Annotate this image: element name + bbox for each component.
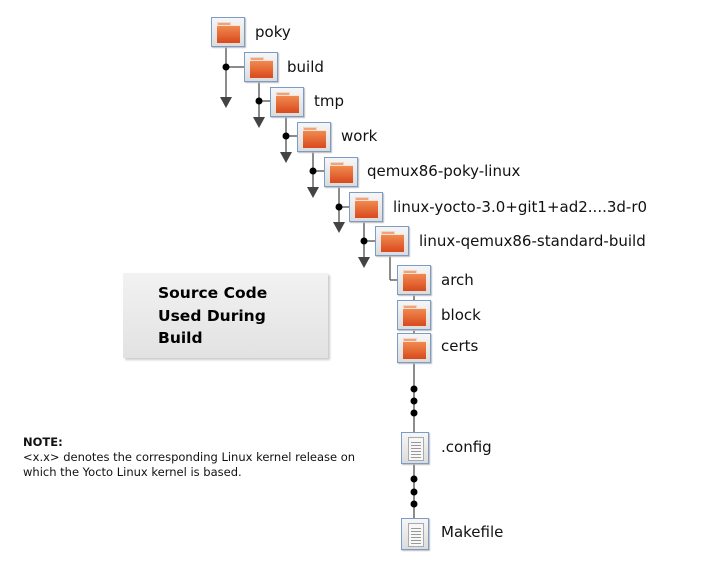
- connector-dot: [410, 397, 418, 405]
- connector-dot: [222, 63, 230, 71]
- folder-icon: [211, 17, 245, 47]
- arrow-down-icon: [333, 222, 345, 233]
- callout-line: Build: [158, 329, 203, 347]
- connector-dot: [360, 237, 368, 245]
- folder-label: arch: [441, 271, 474, 289]
- connector-dot: [410, 475, 418, 483]
- folder-label: work: [341, 127, 378, 145]
- source-code-callout: Source Code Used During Build: [123, 273, 328, 358]
- folder-label: build: [287, 58, 324, 76]
- callout-line: Used During: [158, 306, 266, 325]
- connector-dot: [410, 488, 418, 496]
- folder-label: qemux86-poky-linux: [367, 162, 521, 180]
- file-label: Makefile: [441, 523, 504, 541]
- folder-label: linux-yocto-3.0+git1+ad2....3d-r0: [393, 198, 648, 216]
- folder-label: block: [441, 306, 481, 324]
- folder-icon: [375, 226, 409, 256]
- folder-icon: [349, 192, 383, 222]
- arrow-down-icon: [280, 152, 292, 163]
- folder-label: certs: [441, 337, 479, 355]
- file-icon: [401, 432, 429, 464]
- folder-icon: [244, 52, 278, 82]
- folder-icon: [270, 87, 304, 117]
- callout-line: Source Code: [158, 284, 268, 302]
- arrow-down-icon: [253, 117, 265, 128]
- connector-dot: [410, 409, 418, 417]
- folder-label: poky: [255, 23, 291, 41]
- file-icon: [401, 518, 429, 550]
- arrow-down-icon: [307, 187, 319, 198]
- folder-icon: [397, 300, 431, 330]
- connector-dot: [255, 97, 263, 105]
- connector-dot: [309, 167, 317, 175]
- file-label: .config: [441, 438, 492, 456]
- note-text: which the Yocto Linux kernel is based.: [23, 465, 242, 479]
- connector-dot: [410, 500, 418, 508]
- arrow-down-icon: [358, 257, 370, 268]
- note-text: <x.x> denotes the corresponding Linux ke…: [23, 450, 356, 464]
- note: NOTE: <x.x> denotes the corresponding Li…: [23, 435, 355, 480]
- folder-label: linux-qemux86-standard-build: [419, 232, 646, 250]
- connector-dot: [335, 203, 343, 211]
- connector-dot: [282, 132, 290, 140]
- note-title: NOTE:: [23, 435, 63, 449]
- folder-label: tmp: [314, 92, 345, 110]
- folder-icon: [297, 122, 331, 152]
- arrow-down-icon: [220, 97, 232, 108]
- folder-icon: [324, 157, 358, 187]
- folder-icon: [397, 333, 431, 363]
- folder-icon: [397, 265, 431, 295]
- connector-dot: [410, 385, 418, 393]
